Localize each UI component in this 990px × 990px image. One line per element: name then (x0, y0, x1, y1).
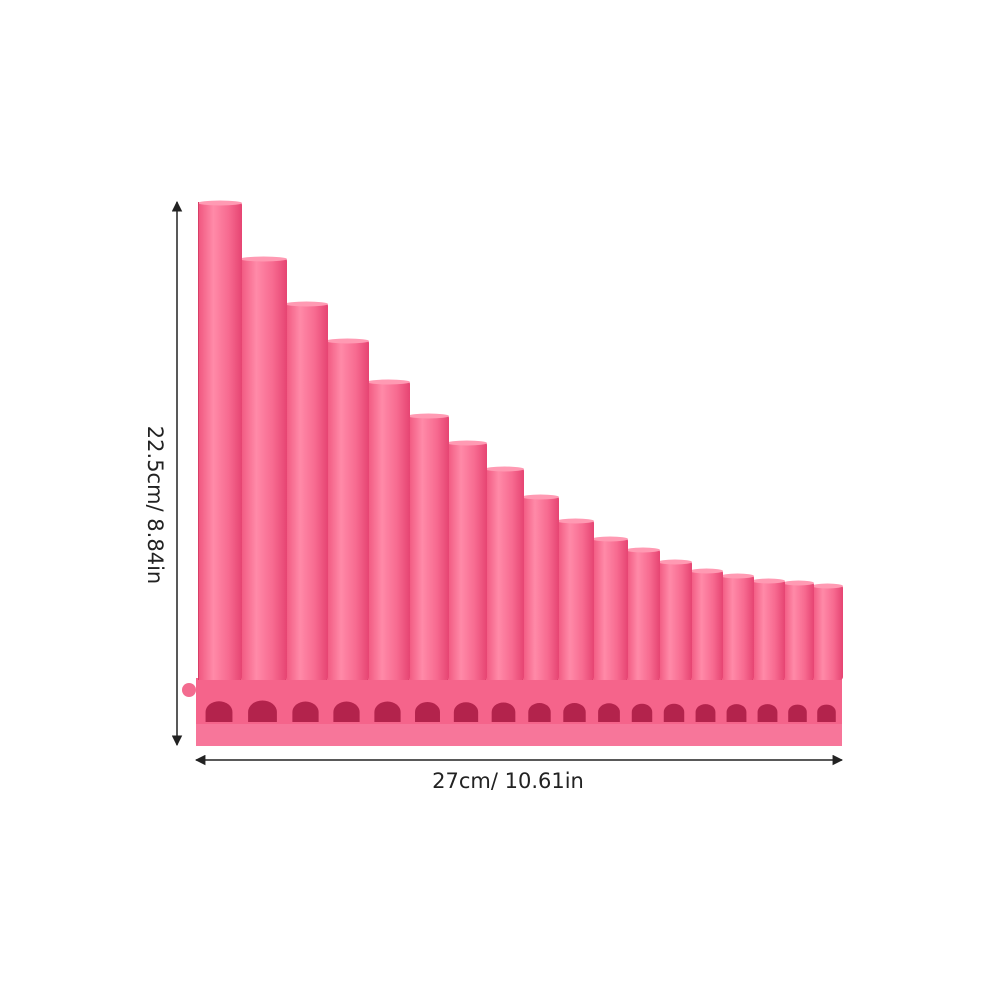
pipe (240, 258, 287, 680)
pipe (198, 202, 242, 680)
mouth-hole (757, 704, 778, 722)
mouth-hole (726, 704, 747, 722)
mouth-hole (453, 702, 479, 722)
pipe-top (752, 578, 785, 584)
pipe (522, 496, 559, 680)
mouth-hole (631, 703, 653, 722)
pipe-top (721, 573, 754, 579)
pipe (783, 582, 814, 680)
mouth-hole (374, 701, 401, 722)
pipe-top (240, 256, 287, 262)
pipe (408, 415, 449, 680)
mouth-hole (292, 701, 319, 722)
width-label: 27cm/ 10.61in (432, 769, 584, 793)
pipe (721, 575, 754, 680)
hanging-loop (182, 683, 196, 697)
pipe-top (326, 338, 369, 344)
pipe (812, 585, 843, 680)
pipe (752, 580, 785, 680)
pipe-top (367, 379, 410, 385)
mouth-hole (563, 703, 586, 722)
mouth-hole (598, 703, 620, 722)
mouth-hole (695, 704, 716, 722)
pipe (557, 520, 594, 680)
pipe-top (522, 494, 559, 500)
pipe-top (408, 413, 449, 419)
mouth-hole (415, 702, 440, 722)
pipe-top (658, 559, 692, 565)
mouth-hole (788, 704, 807, 722)
mouth-hole (333, 701, 360, 722)
mouth-hole (528, 703, 551, 722)
pan-flute (182, 200, 843, 746)
pipe (285, 303, 328, 680)
pipe-top (557, 518, 594, 524)
pipe (485, 468, 524, 680)
pipe-top (485, 466, 524, 472)
pipe-top (198, 200, 242, 206)
mouth-hole (248, 700, 277, 722)
pipe (690, 570, 723, 680)
base-bottom (196, 724, 842, 746)
pipe-top (690, 568, 723, 574)
pipe-top (783, 580, 814, 586)
pipe-top (447, 440, 487, 446)
mouth-hole (205, 701, 233, 722)
pipe-top (592, 536, 628, 542)
pipe (626, 549, 660, 680)
pipe (658, 561, 692, 680)
pipe-top (285, 301, 328, 307)
mouth-hole (663, 703, 685, 722)
mouth-hole (817, 704, 836, 722)
pipe (367, 381, 410, 680)
pipe-top (812, 583, 843, 589)
height-label: 22.5cm/ 8.84in (143, 426, 167, 584)
pipe (447, 442, 487, 680)
mouth-hole (491, 702, 516, 722)
pipe (592, 538, 628, 680)
pipe-top (626, 547, 660, 553)
pipe (326, 340, 369, 680)
